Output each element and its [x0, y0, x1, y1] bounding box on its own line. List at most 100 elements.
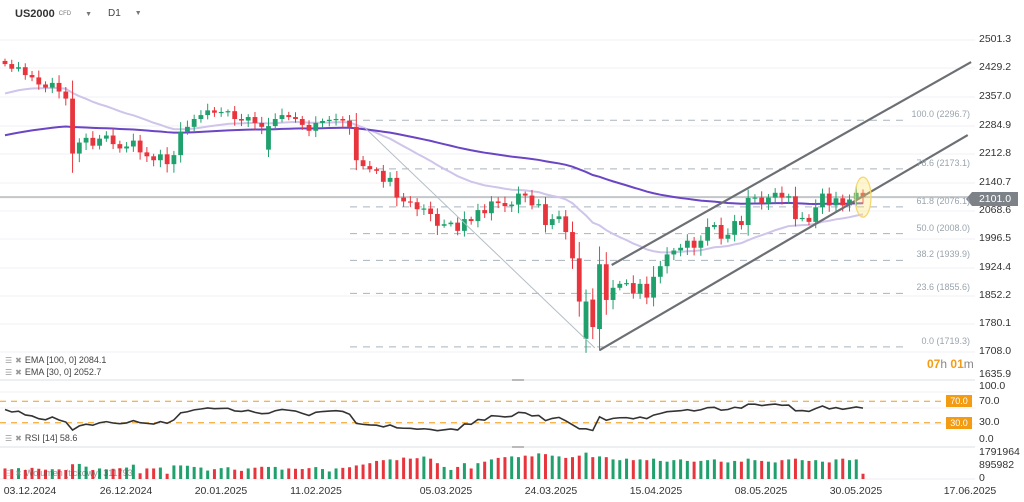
volume-bar: [598, 456, 602, 479]
volume-bar: [483, 461, 487, 479]
fib-level-label: 38.2 (1939.9): [916, 249, 970, 260]
volume-bar: [334, 468, 338, 479]
candle-body: [22, 67, 28, 76]
candle-body: [70, 98, 75, 154]
candle-body: [16, 67, 21, 69]
menu-icon[interactable]: ☰: [5, 367, 13, 377]
volume-bar: [550, 455, 554, 479]
volume-bar: [618, 460, 622, 479]
candle-body: [151, 156, 157, 161]
candle-body: [813, 207, 819, 222]
volume-bar: [388, 459, 392, 479]
volume-bar: [145, 468, 149, 479]
close-icon[interactable]: ✖: [15, 433, 22, 443]
volume-bar: [50, 469, 54, 479]
volume-bar: [233, 469, 237, 479]
volume-bar: [138, 473, 142, 479]
volume-bar: [476, 463, 480, 479]
candle-body: [739, 221, 744, 225]
rsi-axis-0: 0.0: [979, 433, 994, 445]
price-axis-label: 2501.3: [979, 33, 1012, 45]
candle-body: [597, 264, 602, 329]
candle-body: [732, 221, 738, 235]
price-axis-label: 2429.2: [979, 61, 1012, 73]
pane-resize-handle[interactable]: [512, 446, 524, 448]
candle-body: [218, 111, 224, 114]
candle-body: [407, 201, 413, 203]
symbol-name: US2000: [15, 8, 55, 20]
candle-body: [624, 283, 629, 285]
candle-body: [394, 177, 400, 198]
candle-body: [117, 144, 123, 149]
volume-bar: [753, 460, 757, 479]
candle-body: [583, 301, 589, 339]
current-price-label: 2101.0: [966, 192, 1018, 206]
date-axis-label: 05.03.2025: [419, 485, 473, 497]
legend-volume[interactable]: ☰ ✖ Wolumen (tickowy) 311793: [5, 468, 133, 478]
price-axis-label: 2212.8: [979, 147, 1012, 159]
legend-ema30[interactable]: ☰ ✖ EMA [30, 0] 2052.7: [5, 367, 101, 377]
candle-body: [164, 154, 170, 165]
volume-bar: [591, 457, 595, 479]
close-icon[interactable]: ✖: [15, 367, 22, 377]
menu-icon[interactable]: ☰: [5, 468, 13, 478]
volume-bar: [760, 460, 764, 479]
volume-bar: [314, 467, 318, 479]
volume-bar: [219, 468, 223, 479]
candle-body: [428, 208, 434, 214]
close-icon[interactable]: ✖: [15, 355, 22, 365]
volume-bar: [625, 458, 629, 479]
candle-body: [698, 240, 704, 248]
candle-body: [266, 126, 271, 150]
volume-bar: [800, 460, 804, 479]
price-axis-label: 1924.4: [979, 261, 1012, 273]
volume-bar: [280, 469, 284, 479]
price-axis-label: 2068.6: [979, 204, 1012, 216]
volume-bar: [645, 460, 649, 479]
volume-bar: [692, 461, 696, 479]
menu-icon[interactable]: ☰: [5, 355, 13, 365]
candle-body: [259, 122, 265, 127]
volume-bar: [422, 456, 426, 479]
legend-rsi[interactable]: ☰ ✖ RSI [14] 58.6: [5, 433, 77, 443]
volume-bar: [584, 452, 588, 479]
timeframe-selector[interactable]: D1 ▼: [108, 8, 142, 19]
volume-bar: [131, 464, 135, 479]
volume-bar: [64, 469, 68, 479]
close-icon[interactable]: ✖: [15, 468, 22, 478]
volume-bar: [638, 459, 642, 479]
candle-body: [178, 131, 184, 156]
volume-bar: [104, 469, 108, 479]
candle-body: [630, 283, 636, 294]
legend-text: EMA [30, 0] 2052.7: [24, 367, 102, 377]
candle-body: [205, 110, 211, 116]
symbol-selector[interactable]: US2000 CFD ▼: [15, 8, 92, 20]
date-axis-label: 30.05.2025: [829, 485, 883, 497]
candle-body: [239, 119, 244, 121]
volume-bar: [152, 468, 156, 479]
volume-bar: [111, 468, 115, 479]
candle-body: [860, 192, 866, 198]
candle-body: [617, 283, 623, 288]
volume-bar: [375, 460, 379, 479]
candle-body: [97, 138, 102, 146]
volume-axis-zero: 0: [979, 472, 985, 484]
volume-bar: [212, 469, 216, 479]
price-axis-label: 1996.5: [979, 232, 1012, 244]
date-axis-label: 24.03.2025: [524, 485, 578, 497]
volume-bar: [206, 470, 210, 479]
legend-text: Wolumen (tickowy) 311793: [24, 468, 133, 478]
candle-body: [2, 60, 8, 65]
pane-resize-handle[interactable]: [512, 379, 524, 381]
candle-body: [360, 160, 366, 167]
volume-bar: [679, 459, 683, 479]
volume-bar: [266, 466, 270, 479]
menu-icon[interactable]: ☰: [5, 433, 13, 443]
volume-bar: [395, 460, 399, 479]
candle-body: [799, 217, 805, 220]
highlight-ellipse: [854, 176, 872, 218]
candle-body: [678, 247, 683, 251]
legend-ema100[interactable]: ☰ ✖ EMA [100, 0] 2084.1: [5, 355, 106, 365]
candle-body: [752, 197, 758, 199]
